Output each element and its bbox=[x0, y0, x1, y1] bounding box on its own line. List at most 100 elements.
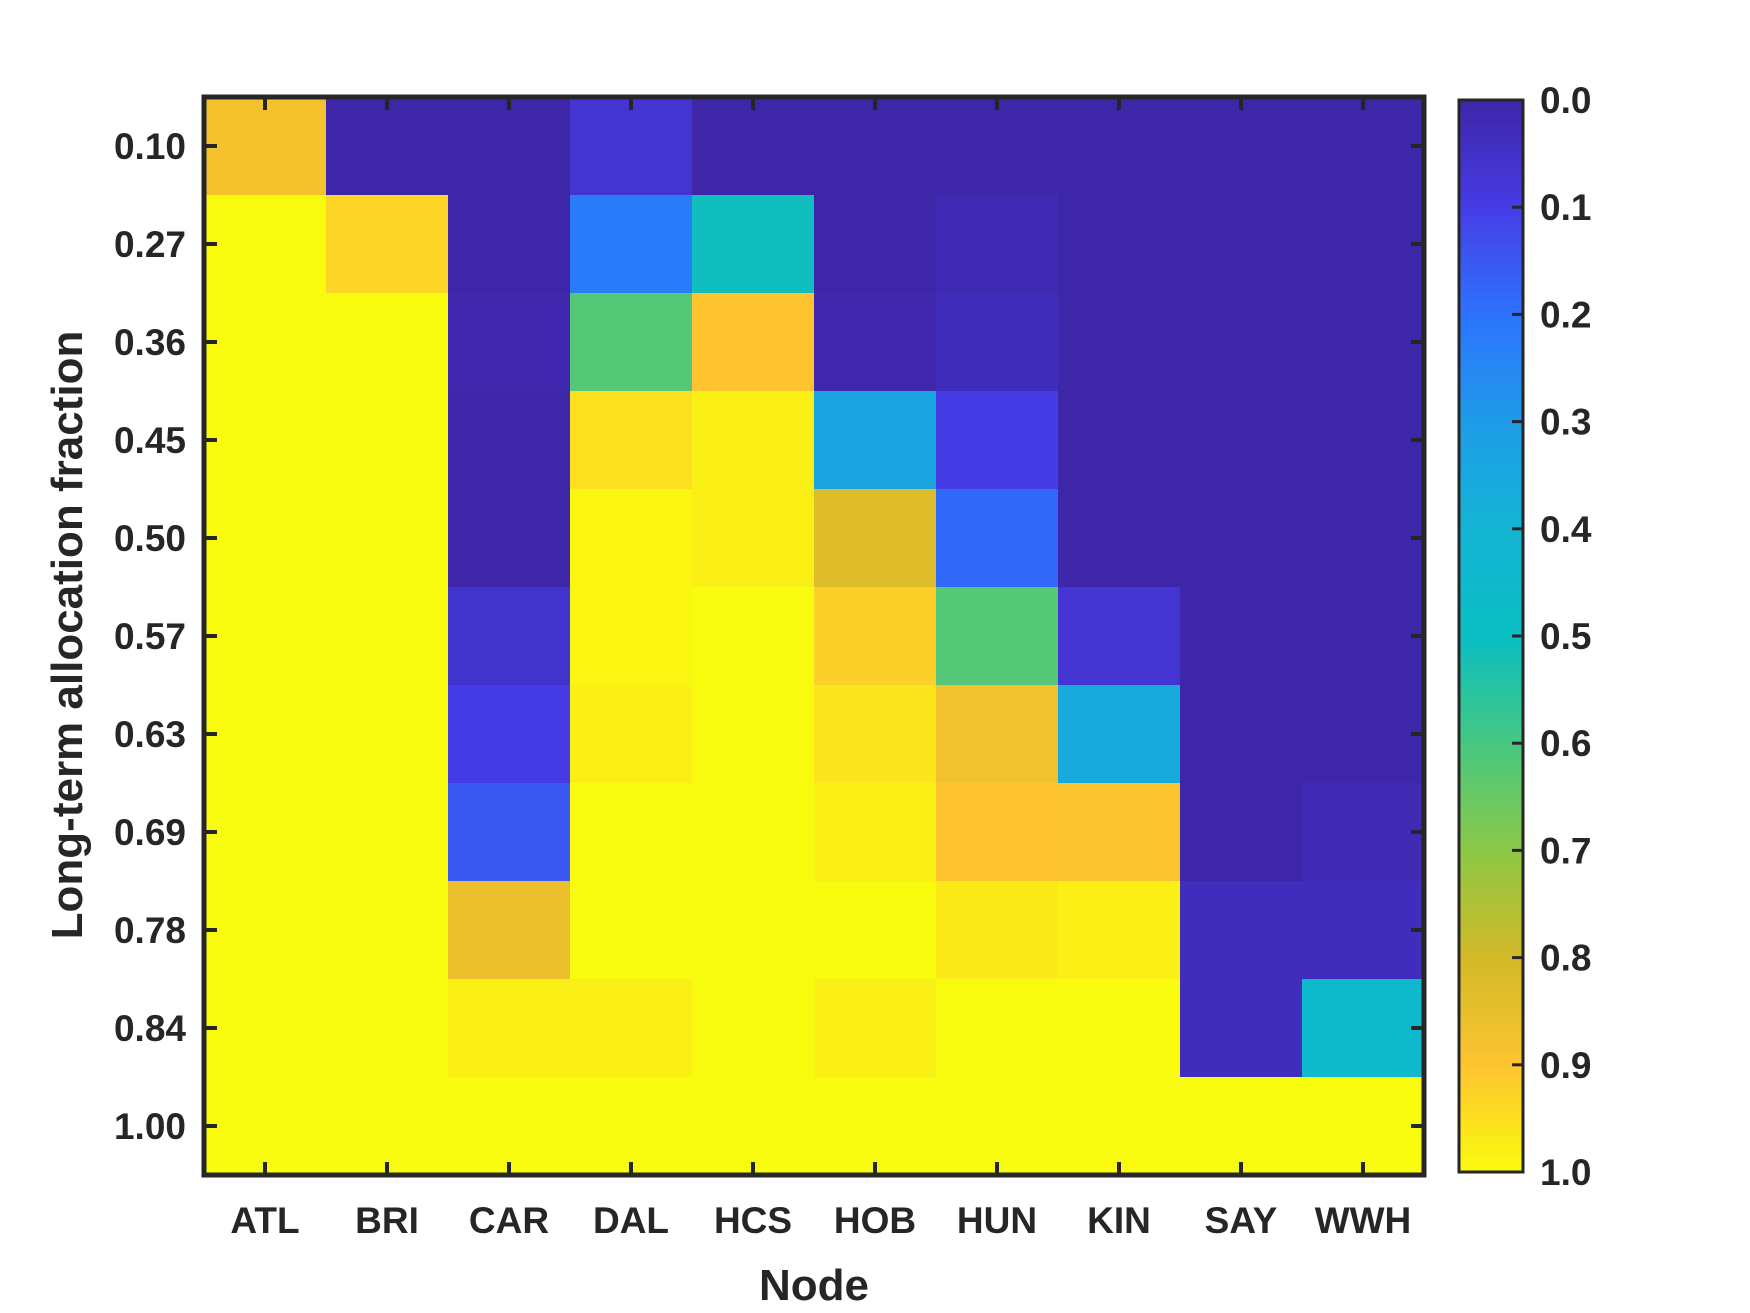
heatmap-cell bbox=[570, 391, 693, 490]
heatmap-cell bbox=[570, 979, 693, 1078]
heatmap-cell bbox=[814, 979, 937, 1078]
heatmap-cell bbox=[692, 979, 815, 1078]
y-tick-label: 1.00 bbox=[114, 1106, 186, 1147]
heatmap-cell bbox=[1302, 881, 1425, 980]
heatmap-cell bbox=[570, 293, 693, 392]
heatmap-cell bbox=[1302, 783, 1425, 882]
heatmap-cell bbox=[936, 97, 1059, 196]
heatmap-cell bbox=[936, 195, 1059, 294]
heatmap-cell bbox=[814, 587, 937, 686]
heatmap-cell bbox=[692, 293, 815, 392]
colorbar: 0.0 0.1 0.2 0.3 0.4 0.5 0.6 0.7 0.8 0.9 1.0 bbox=[1457, 80, 1592, 1193]
heatmap-cell bbox=[814, 391, 937, 490]
heatmap-cell bbox=[448, 979, 571, 1078]
colorbar-tick-label: 0.3 bbox=[1540, 402, 1591, 443]
axis-ticks bbox=[204, 97, 1424, 1175]
colorbar-tick-label: 0.0 bbox=[1540, 80, 1591, 121]
x-tick-label: HUN bbox=[957, 1200, 1037, 1241]
colorbar-tick-label: 0.7 bbox=[1540, 830, 1591, 871]
heatmap-cell bbox=[204, 1077, 327, 1176]
heatmap-cell bbox=[1058, 979, 1181, 1078]
y-tick-label: 0.36 bbox=[114, 322, 186, 363]
heatmap-cell bbox=[692, 1077, 815, 1176]
heatmap-cell bbox=[1180, 293, 1303, 392]
heatmap-cell bbox=[1302, 1077, 1425, 1176]
y-tick-label: 0.78 bbox=[114, 910, 186, 951]
colorbar-tick-label: 0.1 bbox=[1540, 187, 1591, 228]
heatmap-cell bbox=[1058, 685, 1181, 784]
heatmap-cell bbox=[448, 391, 571, 490]
y-tick-label: 0.45 bbox=[114, 420, 186, 461]
y-tick-label: 0.10 bbox=[114, 126, 186, 167]
heatmap-cells bbox=[204, 97, 1425, 1176]
colorbar-tick-label: 0.2 bbox=[1540, 294, 1591, 335]
heatmap-cell bbox=[1180, 783, 1303, 882]
heatmap-cell bbox=[814, 1077, 937, 1176]
heatmap-cell bbox=[326, 587, 449, 686]
y-tick-label: 0.57 bbox=[114, 616, 186, 657]
colorbar-tick-label: 0.6 bbox=[1540, 723, 1591, 764]
heatmap-cell bbox=[326, 685, 449, 784]
colorbar-tick-label: 0.5 bbox=[1540, 616, 1591, 657]
heatmap-cell bbox=[1058, 293, 1181, 392]
colorbar-tick-label: 1.0 bbox=[1540, 1152, 1591, 1193]
heatmap-cell bbox=[326, 881, 449, 980]
heatmap-cell bbox=[814, 97, 937, 196]
heatmap-cell bbox=[692, 685, 815, 784]
heatmap-cell bbox=[936, 293, 1059, 392]
heatmap-cell bbox=[936, 783, 1059, 882]
heatmap-cell bbox=[570, 587, 693, 686]
x-tick-labels: ATL BRI CAR DAL HCS HOB HUN KIN SAY WWH bbox=[230, 1200, 1411, 1241]
heatmap-cell bbox=[448, 195, 571, 294]
heatmap-cell bbox=[1058, 489, 1181, 588]
heatmap-cell bbox=[204, 489, 327, 588]
heatmap-cell bbox=[936, 979, 1059, 1078]
x-tick-label: DAL bbox=[593, 1200, 669, 1241]
heatmap-cell bbox=[204, 881, 327, 980]
heatmap-cell bbox=[326, 195, 449, 294]
heatmap-cell bbox=[204, 685, 327, 784]
heatmap-cell bbox=[448, 293, 571, 392]
x-tick-label: CAR bbox=[469, 1200, 549, 1241]
heatmap-cell bbox=[1058, 195, 1181, 294]
heatmap-cell bbox=[1180, 685, 1303, 784]
heatmap-cell bbox=[936, 391, 1059, 490]
heatmap-cell bbox=[1180, 195, 1303, 294]
heatmap-cell bbox=[1058, 783, 1181, 882]
heatmap-cell bbox=[1302, 489, 1425, 588]
heatmap-cell bbox=[570, 1077, 693, 1176]
colorbar-tick-label: 0.4 bbox=[1540, 509, 1592, 550]
heatmap-cell bbox=[1058, 881, 1181, 980]
heatmap-cell bbox=[326, 979, 449, 1078]
y-tick-label: 0.50 bbox=[114, 518, 186, 559]
heatmap-cell bbox=[448, 97, 571, 196]
heatmap-cell bbox=[1180, 489, 1303, 588]
heatmap-cell bbox=[326, 783, 449, 882]
heatmap-cell bbox=[204, 97, 327, 196]
heatmap-cell bbox=[326, 391, 449, 490]
y-tick-labels: 0.10 0.27 0.36 0.45 0.50 0.57 0.63 0.69 0.78 0.84… bbox=[114, 126, 186, 1147]
heatmap-cell bbox=[814, 685, 937, 784]
heatmap-cell bbox=[1058, 97, 1181, 196]
heatmap-cell bbox=[448, 489, 571, 588]
heatmap-cell bbox=[326, 293, 449, 392]
y-tick-label: 0.69 bbox=[114, 812, 186, 853]
x-tick-label: KIN bbox=[1087, 1200, 1151, 1241]
heatmap-cell bbox=[448, 685, 571, 784]
heatmap-cell bbox=[204, 293, 327, 392]
heatmap-cell bbox=[1302, 587, 1425, 686]
heatmap-cell bbox=[1302, 979, 1425, 1078]
x-tick-label: WWH bbox=[1315, 1200, 1412, 1241]
y-tick-label: 0.63 bbox=[114, 714, 186, 755]
x-tick-label: BRI bbox=[355, 1200, 419, 1241]
heatmap-cell bbox=[1058, 1077, 1181, 1176]
heatmap-cell bbox=[1058, 587, 1181, 686]
heatmap-cell bbox=[1302, 685, 1425, 784]
heatmap-cell bbox=[570, 685, 693, 784]
heatmap-cell bbox=[204, 195, 327, 294]
heatmap-cell bbox=[570, 881, 693, 980]
x-tick-label: SAY bbox=[1205, 1200, 1278, 1241]
heatmap-cell bbox=[1180, 1077, 1303, 1176]
heatmap-cell bbox=[1180, 979, 1303, 1078]
